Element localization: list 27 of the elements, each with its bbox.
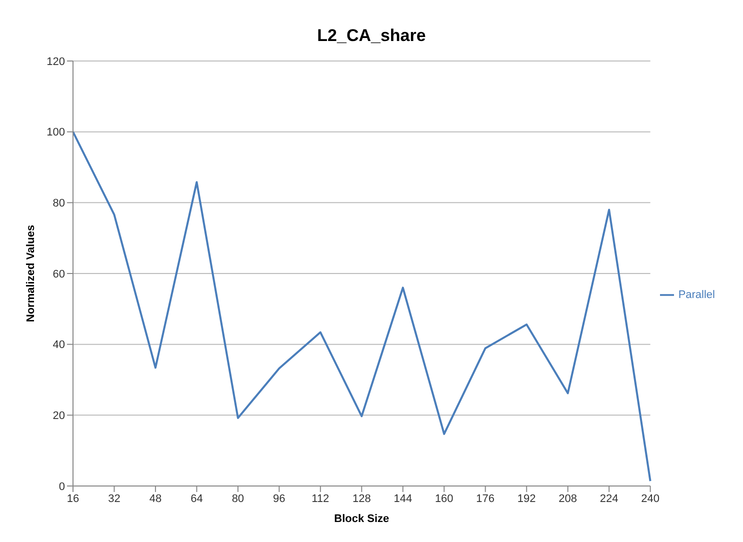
x-tick-label: 208	[558, 492, 578, 505]
x-tick-label: 144	[394, 492, 412, 505]
x-tick-label: 160	[434, 492, 454, 505]
x-tick-label: 224	[600, 492, 618, 505]
x-axis-title: Block Size	[334, 513, 390, 525]
x-tick-label: 128	[352, 492, 371, 505]
x-tick-label: 80	[232, 492, 244, 505]
y-axis-title: Normalized Values	[24, 224, 37, 322]
y-tick-label: 80	[52, 198, 65, 210]
line-series	[72, 130, 652, 482]
chart-title: L2_CA_share	[316, 25, 427, 47]
x-tick-label: 112	[312, 492, 330, 505]
x-tick-label: 64	[190, 492, 203, 505]
x-tick-label: 48	[149, 492, 162, 505]
y-tick-label: 40	[52, 339, 65, 352]
legend-label: Parallel	[678, 288, 715, 301]
x-tick-label: 96	[273, 492, 286, 505]
x-tick-label: 16	[66, 492, 80, 505]
x-tick-label: 32	[108, 492, 120, 505]
x-tick-label: 240	[641, 492, 660, 505]
y-tick-label: 0	[58, 480, 65, 493]
y-tick-label: 60	[52, 268, 65, 280]
x-tick-label: 176	[476, 492, 495, 505]
y-tick-label: 120	[46, 56, 65, 68]
x-tick-label: 192	[517, 492, 536, 505]
y-tick-label: 100	[46, 126, 65, 139]
y-tick-label: 20	[52, 410, 65, 422]
